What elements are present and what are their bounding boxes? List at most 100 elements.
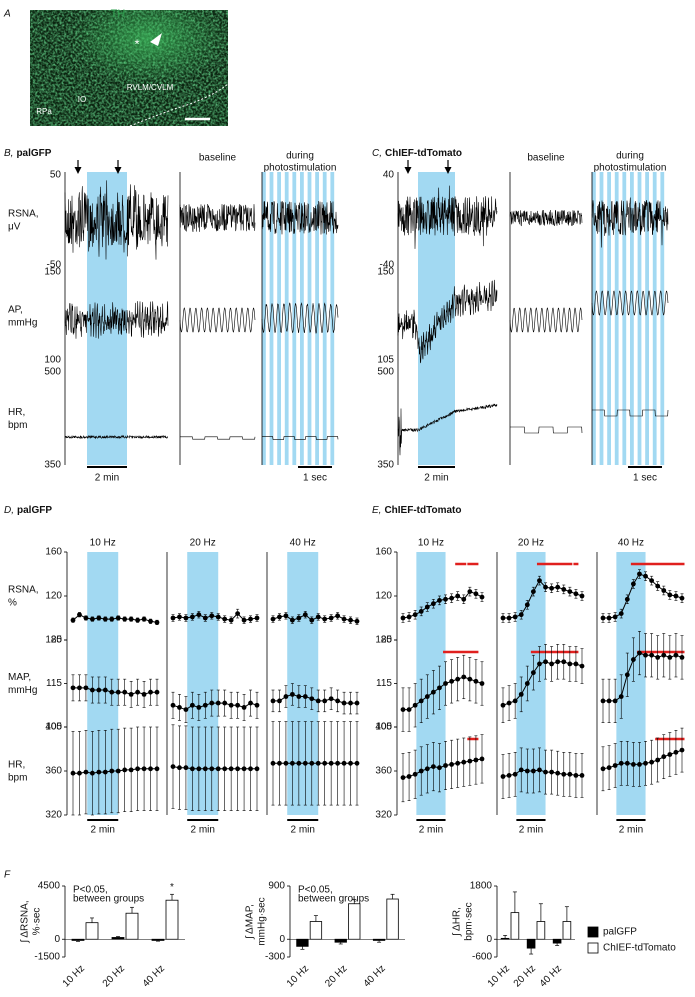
mean-point [479,594,485,600]
mean-point [148,689,153,695]
bar [309,921,323,940]
mean-point [643,573,648,579]
mean-point [241,705,247,710]
panel-heading: E, ChIEF-tdTomato [372,505,461,516]
mean-point [412,612,418,618]
mean-point [341,700,347,706]
mean-point [222,616,228,622]
bar [334,938,347,943]
y-tick-label: -50 [47,260,62,271]
mean-point [102,769,108,775]
bar [536,921,546,940]
mean-point [406,774,412,779]
mean-point [673,593,679,599]
mean-point [89,616,95,622]
mean-point [241,766,247,772]
mean-point [606,698,612,704]
panel-label: A [3,9,11,20]
mean-point [512,614,518,620]
scale-label: 2 min [290,825,314,836]
mean-point [655,583,661,589]
mean-point [141,691,147,697]
mean-point [89,770,95,776]
mean-point [277,614,282,620]
trace [261,200,339,235]
y-tick-label: 120 [375,591,392,602]
mean-point [618,694,624,699]
mean-point [289,760,295,766]
mean-point [196,705,202,710]
mean-point [128,616,134,622]
mean-point [270,698,276,704]
y-tick-label: 80 [51,635,63,646]
mean-point [424,694,430,699]
y-tick-label: -40 [380,260,395,271]
y-tick-label: -600 [472,952,492,963]
stain-label: TH [111,8,126,20]
mean-point [655,655,661,660]
trace [509,209,583,227]
column-header: 40 Hz [618,538,644,549]
stimulation-off [649,172,653,465]
bar [526,938,536,949]
region-label: RVLM/CVLM [127,83,174,92]
mean-point [500,615,506,621]
y-tick-label: 350 [377,460,394,471]
bar [125,912,139,940]
mean-point [228,702,234,708]
row-label: mmHg [8,685,37,696]
mean-point [543,659,548,665]
stimulation-period [616,727,646,815]
mean-point [83,615,89,621]
mean-point [443,763,448,768]
mean-point [128,691,134,697]
mean-point [412,771,418,777]
mean-point [189,766,195,772]
mean-point [649,759,655,765]
y-axis-label: ∫ ΔHR, [452,907,463,937]
mean-point [549,661,555,667]
stimulation-off [664,172,668,465]
annotation: between groups [73,894,144,905]
mean-point [537,578,542,583]
x-tick-label: 10 Hz [486,963,512,989]
mean-point [315,698,321,704]
mean-point [202,766,208,772]
mean-point [455,760,461,766]
legend-swatch [587,926,599,938]
mean-point [461,596,467,602]
mean-point [530,589,536,594]
mean-point [322,698,328,704]
mean-point [418,698,424,704]
mean-point [209,700,215,706]
mean-point [270,616,276,622]
x-tick-label: 10 Hz [285,963,311,989]
mean-point [624,672,630,678]
trace [261,302,339,334]
mean-point [183,707,189,712]
mean-point [567,771,573,777]
mean-point [235,766,241,772]
y-tick-label: 900 [268,881,285,892]
mean-point [235,611,241,616]
mean-point [202,702,208,708]
significance-star: * [170,882,174,893]
scale-label: 1 sec [633,473,657,484]
mean-point [348,617,353,623]
mean-point [430,764,436,769]
mean-point [418,768,424,774]
mean-point [624,596,630,602]
stimulation-off [618,172,623,465]
mean-point [479,756,485,762]
y-tick-label: 40 [383,170,395,181]
micrograph-glow [30,10,228,126]
stimulation-off [311,172,316,465]
mean-point [309,760,315,766]
stimulation-period [416,640,446,727]
mean-point [443,596,448,602]
column-header: during [286,151,314,162]
mean-point [661,588,667,593]
region-label: IO [78,95,86,104]
mean-point [479,681,485,686]
stimulation-off [656,172,661,465]
